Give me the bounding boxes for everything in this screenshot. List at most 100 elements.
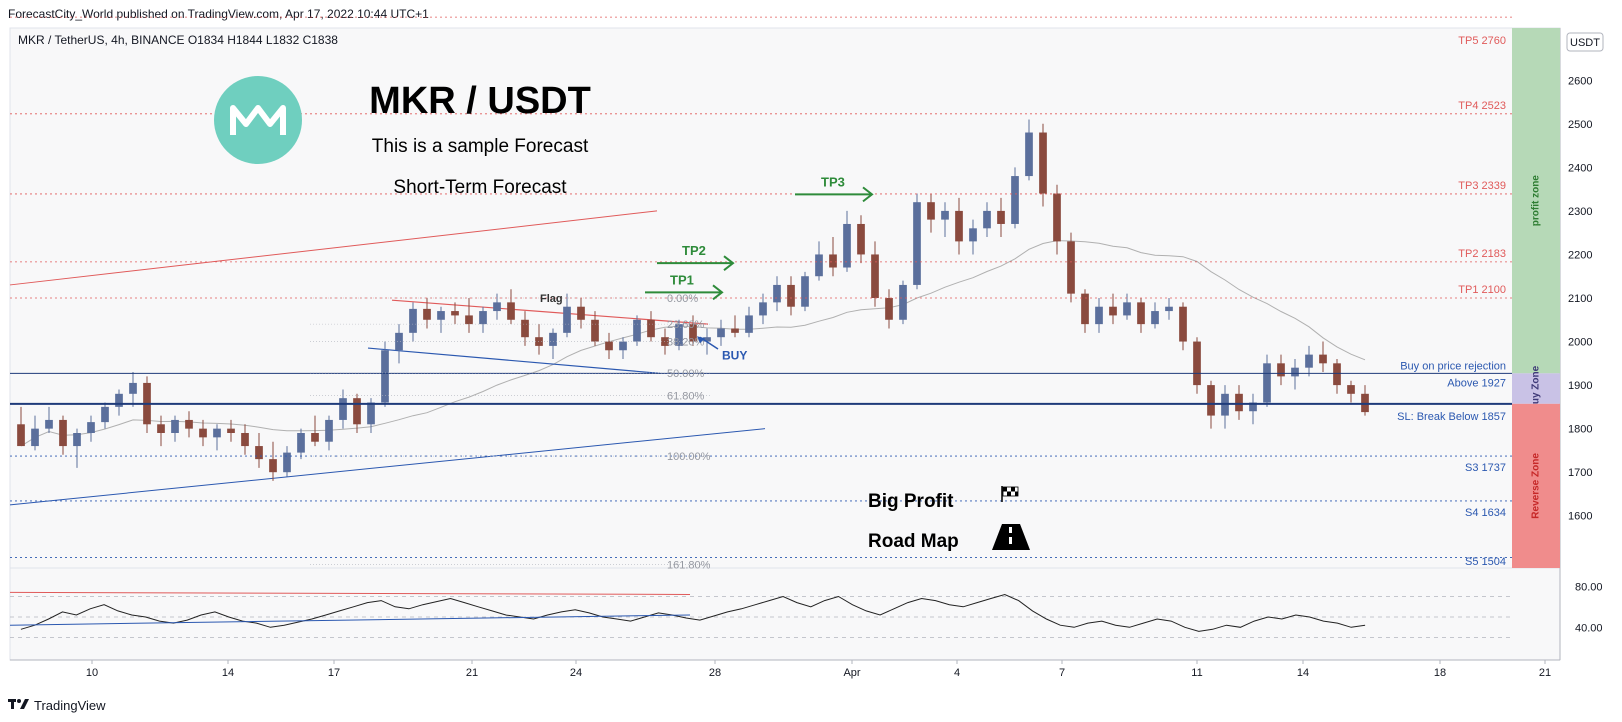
candle-body xyxy=(17,424,25,447)
tp-label: TP5 2760 xyxy=(1458,35,1506,47)
candle-body xyxy=(1263,363,1271,403)
x-tick-label: 21 xyxy=(1539,667,1551,679)
x-tick-label: 18 xyxy=(1434,667,1446,679)
rsi-pane[interactable] xyxy=(9,567,1561,661)
candle-body xyxy=(633,319,641,342)
x-tick-label: 24 xyxy=(570,667,582,679)
footer[interactable]: TradingView xyxy=(8,697,106,714)
zone-line-label: Above 1927 xyxy=(1447,377,1506,389)
candles xyxy=(17,119,1369,481)
annotations: Flag BUY TP1 TP2 TP3 xyxy=(540,174,874,362)
candle-body xyxy=(703,337,711,342)
candle-body xyxy=(1291,367,1299,377)
currency-badge-label: USDT xyxy=(1570,37,1600,49)
candle-body xyxy=(1319,354,1327,364)
candle-body xyxy=(1081,293,1089,325)
candle-body xyxy=(339,398,347,420)
candle-body xyxy=(1333,363,1341,386)
tp-arrow-label: TP2 xyxy=(682,243,706,258)
x-tick-label: 10 xyxy=(86,667,98,679)
candle-body xyxy=(913,202,921,285)
flag-top-line xyxy=(391,299,709,325)
candle-body xyxy=(1305,354,1313,368)
candle-body xyxy=(941,210,949,220)
candle-body xyxy=(311,433,319,442)
candle-body xyxy=(213,428,221,438)
subtitle-shortterm: Short-Term Forecast xyxy=(393,177,567,198)
fib-label: 38.20% xyxy=(667,337,705,349)
road-map-label: Road Map xyxy=(868,531,959,552)
zone-band xyxy=(1512,28,1560,374)
checkered-flag-icon xyxy=(1001,486,1019,502)
candle-body xyxy=(717,328,725,338)
zone-label: Reverse Zone xyxy=(1531,453,1542,519)
x-tick-label: 7 xyxy=(1059,667,1065,679)
rsi-level-label: 80.00 xyxy=(1575,581,1603,593)
rsi-indicator: 80.00 40.00 xyxy=(9,581,1603,638)
rsi-lower-trend-line xyxy=(9,614,691,626)
candle-body xyxy=(1277,363,1285,377)
candle-body xyxy=(381,350,389,403)
candle-body xyxy=(73,433,81,447)
y-tick-label: 2400 xyxy=(1568,162,1592,174)
candle-body xyxy=(493,302,501,312)
candle-body xyxy=(115,393,123,407)
candle-body xyxy=(59,419,67,447)
support-label: S3 1737 xyxy=(1465,462,1506,474)
support-label: S4 1634 xyxy=(1465,507,1506,519)
candle-body xyxy=(927,202,935,220)
candle-body xyxy=(129,382,137,394)
chart-canvas[interactable]: profit zone Buy Zone Reverse Zone TP5 2760… xyxy=(0,0,1622,690)
candle-body xyxy=(647,319,655,338)
candle-body xyxy=(451,311,459,316)
lower-channel-line xyxy=(9,428,766,506)
flag-label: Flag xyxy=(540,293,563,305)
candle-body xyxy=(1025,132,1033,177)
x-tick-label: 14 xyxy=(222,667,234,679)
rsi-upper-trend-line xyxy=(9,591,691,595)
candle-body xyxy=(157,424,165,433)
candle-body xyxy=(1053,193,1061,242)
candle-body xyxy=(1011,176,1019,224)
candle-body xyxy=(437,311,445,320)
candle-body xyxy=(787,284,795,307)
y-tick-label: 1700 xyxy=(1568,467,1592,479)
flag-bottom-line xyxy=(367,347,661,374)
fib-label: 100.00% xyxy=(667,451,711,463)
candle-body xyxy=(759,302,767,316)
tp-arrow-head xyxy=(862,186,874,203)
currency-badge[interactable] xyxy=(1566,32,1604,52)
symbol-info: MKR / TetherUS, 4h, BINANCE O1834 H1844 … xyxy=(18,33,338,47)
candle-body xyxy=(409,308,417,333)
price-axis[interactable]: 1600 1700 1800 1900 2000 2100 2200 2300 2400 2500… xyxy=(1568,32,1592,523)
candle-body xyxy=(1249,402,1257,412)
y-tick-label: 1900 xyxy=(1568,380,1592,392)
candle-body xyxy=(577,306,585,320)
tp-label: TP4 2523 xyxy=(1458,100,1506,112)
y-tick-label: 1600 xyxy=(1568,511,1592,523)
y-tick-label: 1800 xyxy=(1568,424,1592,436)
buy-label: BUY xyxy=(722,348,747,362)
candle-body xyxy=(31,428,39,447)
tp-label: TP1 2100 xyxy=(1458,284,1506,296)
x-tick-label: 11 xyxy=(1191,667,1202,679)
candle-body xyxy=(1095,306,1103,325)
candle-body xyxy=(423,308,431,320)
zone-band xyxy=(1512,373,1560,404)
time-axis[interactable]: 10 14 17 21 24 28 Apr 4 7 11 14 18 21 xyxy=(86,660,1551,679)
candle-body xyxy=(199,428,207,438)
candle-body xyxy=(1235,393,1243,412)
zone-line-label: SL: Break Below 1857 xyxy=(1397,411,1506,423)
tp-arrow-head xyxy=(712,284,724,301)
candle-body xyxy=(1165,306,1173,312)
fib-label: 0.00% xyxy=(667,293,698,305)
candle-body xyxy=(297,433,305,453)
candle-body xyxy=(563,306,571,333)
trend-lines xyxy=(9,210,766,506)
candle-body xyxy=(1109,306,1117,316)
candle-body xyxy=(605,341,613,351)
tp-arrow-head xyxy=(723,255,735,271)
candle-body xyxy=(227,428,235,433)
candle-body xyxy=(1207,385,1215,416)
